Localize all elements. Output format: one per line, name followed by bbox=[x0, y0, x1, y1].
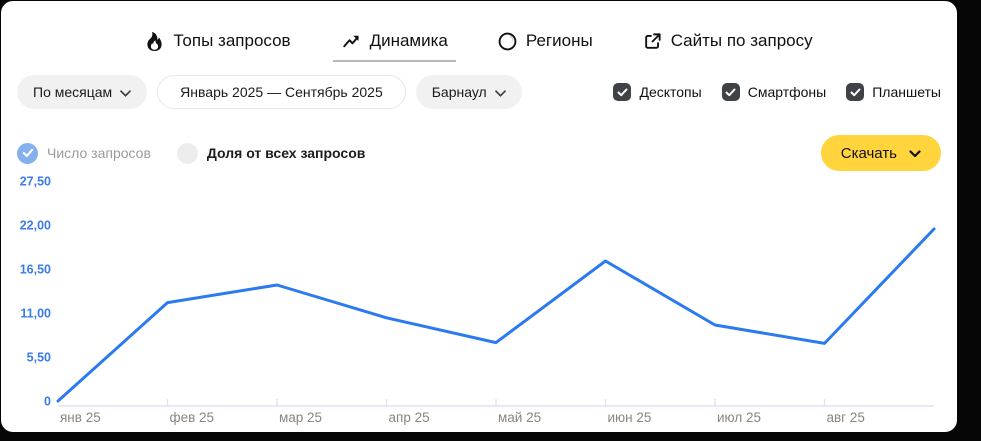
date-range-picker[interactable]: Январь 2025 — Сентябрь 2025 bbox=[157, 75, 406, 109]
external-link-icon bbox=[643, 32, 662, 51]
device-filters: Десктопы Смартфоны Планшеты bbox=[613, 83, 941, 101]
mode-label: Число запросов bbox=[47, 145, 151, 161]
radio-checked-icon bbox=[17, 142, 38, 164]
chevron-down-icon bbox=[120, 84, 132, 100]
mode-label: Доля от всех запросов bbox=[206, 145, 366, 161]
dynamics-chart: 0 5,50 11,00 16,50 22,00 27,50 янв 25 фев 25 мар… bbox=[1, 1, 957, 432]
y-axis-label: 22,00 bbox=[20, 219, 51, 233]
tab-label: Топы запросов bbox=[173, 31, 291, 50]
globe-icon bbox=[498, 32, 517, 51]
region-dropdown[interactable]: Барнаул bbox=[415, 75, 522, 109]
tab-dynamics[interactable]: Динамика bbox=[332, 27, 456, 62]
download-button[interactable]: Скачать bbox=[820, 135, 941, 171]
mode-row: Число запросов Доля от всех запросов Ска… bbox=[17, 135, 941, 171]
tab-label: Динамика bbox=[369, 31, 448, 50]
device-label: Планшеты bbox=[872, 84, 941, 100]
mode-query-count[interactable]: Число запросов bbox=[17, 142, 151, 164]
wordstat-panel: Топы запросов Динамика Регионы bbox=[1, 1, 957, 432]
checkbox-tablets[interactable]: Планшеты bbox=[846, 83, 941, 101]
y-axis-label: 27,50 bbox=[20, 175, 51, 189]
chart-line-series bbox=[56, 227, 936, 403]
y-axis-label: 11,00 bbox=[20, 307, 51, 321]
x-axis-label: авг 25 bbox=[827, 410, 865, 425]
checkbox-checked-icon bbox=[721, 83, 740, 101]
checkbox-checked-icon bbox=[613, 83, 632, 101]
y-axis-label: 5,50 bbox=[27, 351, 51, 365]
y-axis-label: 0 bbox=[44, 395, 51, 409]
date-range-label: Январь 2025 — Сентябрь 2025 bbox=[180, 84, 383, 100]
y-axis-label: 16,50 bbox=[20, 263, 51, 277]
tab-top-queries[interactable]: Топы запросов bbox=[137, 27, 298, 62]
tab-regions[interactable]: Регионы bbox=[490, 27, 601, 62]
fire-icon bbox=[145, 31, 164, 51]
x-axis-label: янв 25 bbox=[60, 410, 101, 425]
x-axis-label: фев 25 bbox=[170, 410, 215, 425]
x-axis-label: мар 25 bbox=[279, 410, 322, 425]
x-axis-label: апр 25 bbox=[389, 410, 430, 425]
x-axis-label: июл 25 bbox=[717, 410, 761, 425]
chevron-down-icon bbox=[494, 84, 506, 100]
x-axis-label: июн 25 bbox=[608, 410, 652, 425]
chevron-down-icon bbox=[909, 145, 921, 162]
filters-row: По месяцам Январь 2025 — Сентябрь 2025 Б… bbox=[17, 75, 941, 109]
period-dropdown-label: По месяцам bbox=[33, 84, 113, 100]
line-chart-canvas: 0 5,50 11,00 16,50 22,00 27,50 янв 25 фев 25 мар… bbox=[20, 175, 936, 425]
period-dropdown[interactable]: По месяцам bbox=[17, 75, 148, 109]
x-axis-label: май 25 bbox=[498, 410, 541, 425]
download-button-label: Скачать bbox=[840, 144, 897, 162]
checkbox-desktops[interactable]: Десктопы bbox=[613, 83, 702, 101]
device-label: Десктопы bbox=[639, 84, 702, 100]
trend-up-icon bbox=[341, 32, 361, 50]
top-tabs: Топы запросов Динамика Регионы bbox=[1, 27, 957, 62]
checkbox-checked-icon bbox=[846, 83, 865, 101]
checkbox-smartphones[interactable]: Смартфоны bbox=[721, 83, 827, 101]
tab-sites-by-query[interactable]: Сайты по запросу bbox=[635, 27, 821, 62]
tab-label: Сайты по запросу bbox=[670, 31, 813, 50]
filter-pills: По месяцам Январь 2025 — Сентябрь 2025 Б… bbox=[17, 75, 522, 109]
mode-share-of-queries[interactable]: Доля от всех запросов bbox=[176, 142, 366, 164]
device-label: Смартфоны bbox=[747, 84, 827, 100]
tab-label: Регионы bbox=[525, 31, 593, 50]
radio-unchecked-icon bbox=[176, 142, 198, 164]
region-dropdown-label: Барнаул bbox=[431, 84, 487, 100]
